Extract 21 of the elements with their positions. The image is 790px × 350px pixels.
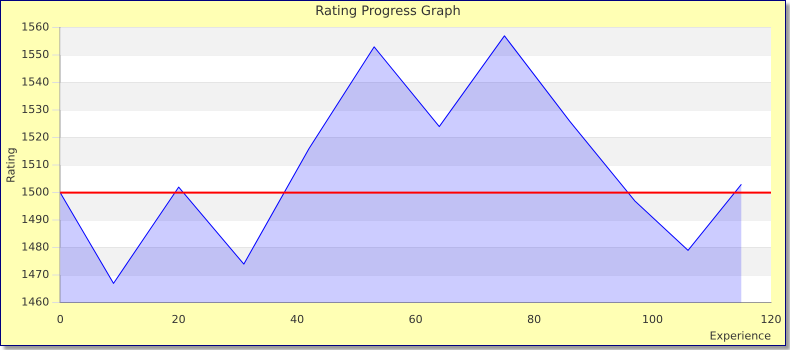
x-tick-label: 20 [172,313,186,326]
y-tick-label: 1500 [21,185,50,198]
y-tick-label: 1470 [21,268,50,281]
x-tick-label: 80 [527,313,542,326]
y-tick-label: 1480 [21,240,50,254]
x-tick-label: 120 [760,313,782,326]
y-axis-title: Rating [4,147,18,183]
x-tick-label: 0 [56,313,64,326]
y-tick-label: 1560 [21,20,50,34]
y-tick-label: 1540 [21,75,50,88]
x-tick-label: 100 [642,313,664,326]
y-tick-label: 1530 [21,102,50,116]
y-tick-label: 1490 [21,212,50,226]
y-tick-label: 1520 [21,130,50,144]
y-tick-label: 1510 [21,158,50,171]
y-tick-label: 1460 [21,295,50,308]
x-axis-title: Experience [710,329,772,342]
y-tick-label: 1550 [21,48,50,61]
chart-title: Rating Progress Graph [315,4,461,20]
x-tick-label: 60 [408,313,423,326]
x-tick-label: 40 [290,313,304,326]
